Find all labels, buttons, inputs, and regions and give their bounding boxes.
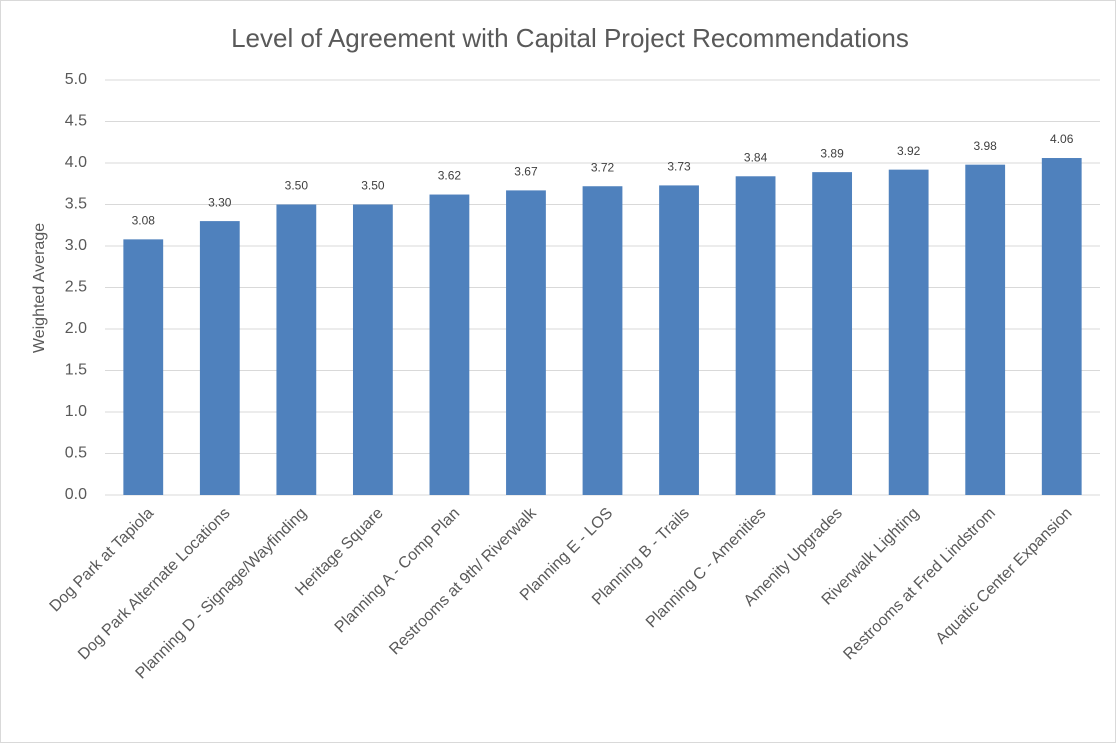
bar	[888, 169, 929, 495]
data-label: 3.62	[438, 169, 462, 183]
bar	[965, 164, 1006, 495]
y-tick-label: 0.5	[65, 445, 87, 462]
y-tick-label: 2.0	[65, 320, 87, 337]
data-label: 3.84	[744, 150, 768, 164]
bar	[812, 172, 853, 495]
bar	[506, 190, 546, 495]
data-label: 3.50	[361, 179, 385, 193]
y-tick-label: 3.0	[65, 237, 87, 254]
bar	[1041, 158, 1082, 495]
bar	[429, 194, 470, 496]
bar	[199, 221, 240, 495]
y-tick-label: 4.0	[65, 154, 87, 171]
data-label: 3.92	[897, 144, 921, 158]
data-label: 3.08	[132, 214, 156, 228]
data-label: 3.50	[285, 179, 309, 193]
data-label: 3.89	[820, 146, 844, 160]
bar	[276, 204, 317, 495]
y-tick-label: 2.5	[65, 279, 87, 296]
bar	[582, 186, 623, 496]
data-label: 3.30	[208, 195, 232, 209]
y-tick-label: 3.5	[65, 196, 87, 213]
data-label: 3.98	[974, 139, 998, 153]
y-tick-label: 0.0	[65, 486, 87, 503]
chart-title: Level of Agreement with Capital Project …	[231, 23, 909, 53]
bar	[352, 204, 393, 495]
y-axis-label: Weighted Average	[31, 223, 48, 353]
y-tick-label: 4.5	[65, 113, 87, 130]
data-label: 4.06	[1050, 132, 1074, 146]
bar	[123, 239, 164, 495]
data-label: 3.72	[591, 160, 615, 174]
y-tick-label: 1.0	[65, 403, 87, 420]
y-tick-label: 1.5	[65, 362, 87, 379]
data-label: 3.67	[514, 165, 538, 179]
data-label: 3.73	[667, 160, 691, 174]
bar	[735, 176, 776, 495]
bar	[659, 185, 699, 495]
y-tick-label: 5.0	[65, 71, 87, 88]
